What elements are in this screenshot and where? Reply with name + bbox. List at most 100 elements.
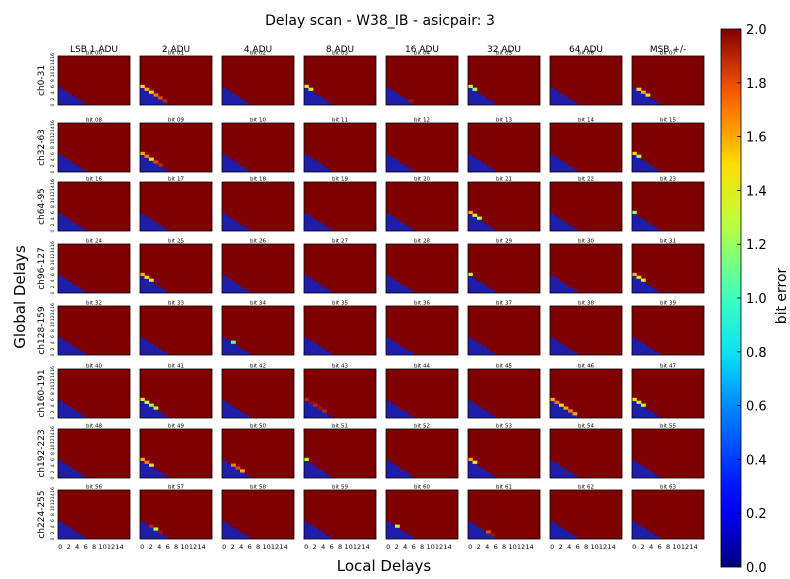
transition-cell — [472, 460, 478, 464]
low-error-cells — [477, 527, 482, 539]
transition-cell — [632, 151, 637, 156]
y-tick-label: 4 — [50, 341, 56, 344]
low-error-cells — [317, 530, 323, 539]
transition-cell — [140, 272, 145, 277]
x-tick-label: 10 — [672, 543, 680, 551]
low-error-cells — [58, 213, 63, 231]
low-error-cells — [386, 275, 391, 293]
low-error-cells — [645, 409, 651, 418]
heatmap-panel: bit 33 — [139, 301, 213, 356]
x-tick-label: 12 — [435, 543, 443, 551]
heatmap-panel: bit 53 — [467, 424, 541, 479]
low-error-cells — [486, 287, 491, 293]
panel-frame — [549, 181, 623, 232]
low-error-cells — [222, 400, 227, 418]
panel-frame — [385, 181, 459, 232]
row-title: ch160-191 — [37, 369, 47, 417]
low-error-cells — [80, 415, 86, 418]
low-error-cells — [226, 463, 232, 478]
panel-frame — [221, 243, 295, 294]
panel-frame — [385, 489, 459, 540]
panel-title: bit 40 — [86, 364, 102, 370]
low-error-cells — [632, 460, 637, 478]
y-tick-label: 16 — [50, 179, 56, 185]
low-error-cells — [322, 287, 327, 293]
heatmap-panel: bit 22 — [549, 177, 623, 232]
low-error-cells — [58, 337, 63, 355]
low-error-cells — [568, 99, 573, 105]
x-tick-label: 6 — [330, 543, 334, 551]
panel-frame — [467, 489, 541, 540]
low-error-cells — [395, 281, 400, 293]
low-error-cells — [490, 475, 496, 478]
low-error-cells — [641, 343, 646, 355]
panel-frame — [303, 305, 377, 356]
panel-title: bit 39 — [660, 301, 676, 307]
heatmap-panel: bit 49 — [139, 424, 213, 479]
x-tick-label: 14 — [197, 543, 205, 551]
low-error-cells — [572, 228, 578, 231]
x-tick-label: 10 — [590, 543, 598, 551]
x-tick-label: 12 — [107, 543, 115, 551]
panel-title: bit 29 — [496, 239, 512, 245]
low-error-cells — [472, 216, 478, 231]
x-tick-label: 0 — [632, 543, 636, 551]
low-error-cells — [67, 406, 72, 418]
column-title: MSB +/- — [650, 45, 686, 55]
row-title: ch192-223 — [37, 429, 47, 477]
low-error-cells — [481, 469, 487, 478]
low-error-cells — [641, 219, 646, 231]
x-tick-label: 6 — [658, 543, 662, 551]
heatmap-panel: bit 17 — [139, 177, 213, 232]
low-error-cells — [550, 87, 555, 105]
low-error-cells — [313, 343, 318, 355]
low-error-cells — [636, 403, 642, 418]
y-tick-label: 10 — [50, 138, 56, 144]
low-error-cells — [650, 287, 655, 293]
y-tick-label: 6 — [50, 152, 56, 155]
low-error-cells — [550, 460, 555, 478]
low-error-cells — [222, 521, 227, 539]
low-error-cells — [390, 278, 396, 293]
heatmap-panel: bit 15 — [631, 118, 705, 173]
panel-frame — [631, 305, 705, 356]
low-error-cells — [322, 99, 327, 105]
low-error-cells — [641, 93, 646, 105]
heatmap-panel: bit 04 — [385, 51, 459, 106]
y-tick-label: 12 — [50, 65, 56, 71]
low-error-cells — [153, 409, 159, 418]
y-tick-label: 12 — [50, 378, 56, 384]
transition-cell — [554, 400, 560, 404]
transition-cell — [149, 278, 154, 282]
y-tick-label: 14 — [50, 493, 56, 499]
low-error-cells — [563, 163, 569, 172]
panel-title: bit 45 — [496, 364, 512, 370]
low-error-cells — [304, 154, 309, 172]
low-error-cells — [386, 154, 391, 172]
low-error-cells — [67, 93, 72, 105]
y-tick-label: 0 — [50, 291, 56, 294]
low-error-cells — [67, 160, 72, 172]
panel-title: bit 61 — [496, 485, 512, 491]
low-error-cells — [62, 463, 68, 478]
low-error-cells — [390, 403, 396, 418]
low-error-cells — [641, 527, 646, 539]
panel-title: bit 47 — [660, 364, 676, 370]
panel-frame — [385, 305, 459, 356]
low-error-cells — [563, 96, 569, 105]
transition-cell — [563, 406, 569, 410]
heatmap-panel: bit 21 — [467, 177, 541, 232]
panel-title: bit 31 — [660, 239, 676, 245]
low-error-cells — [568, 287, 573, 293]
heatmap-panel: bit 06 — [549, 51, 623, 106]
low-error-cells — [226, 157, 232, 172]
heatmap-panel: bit 44 — [385, 364, 459, 419]
low-error-cells — [399, 530, 405, 539]
transition-cell — [162, 99, 168, 103]
low-error-cells — [76, 99, 81, 105]
row-title: ch224-255 — [37, 490, 47, 538]
low-error-cells — [386, 400, 391, 418]
x-tick-label: 8 — [174, 543, 178, 551]
panel-frame — [385, 122, 459, 173]
